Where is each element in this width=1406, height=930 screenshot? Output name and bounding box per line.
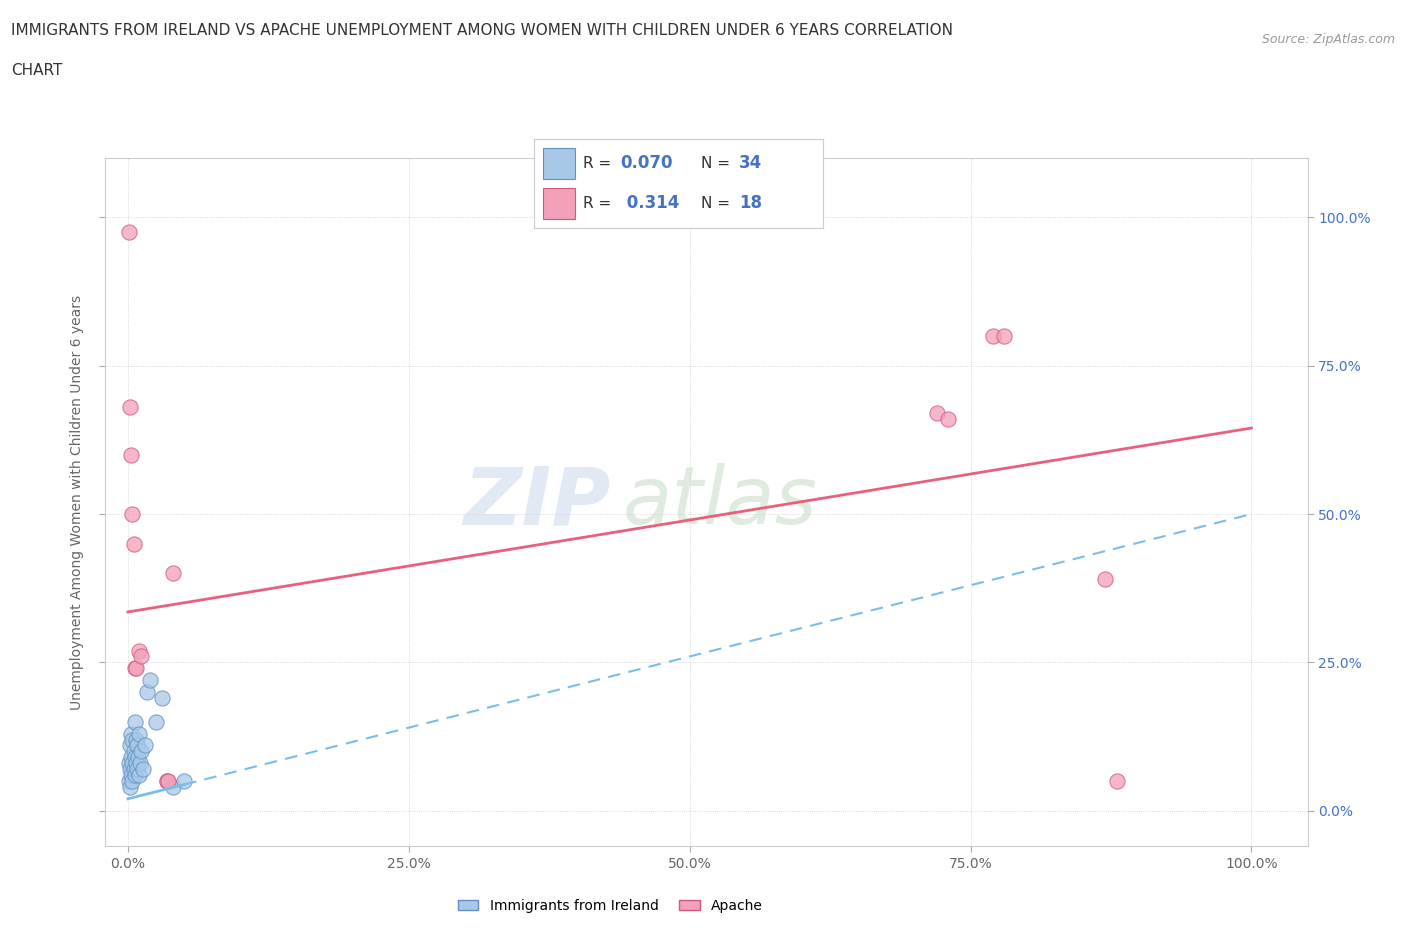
- Text: ZIP: ZIP: [463, 463, 610, 541]
- Point: [120, 738, 142, 753]
- Point: [124, 750, 146, 764]
- Text: CHART: CHART: [11, 63, 63, 78]
- Point: [120, 762, 142, 777]
- Point: [157, 774, 180, 789]
- Point: [120, 447, 142, 462]
- Point: [125, 738, 148, 753]
- Text: 34: 34: [740, 154, 762, 172]
- Point: [121, 774, 143, 789]
- Bar: [543, 188, 575, 219]
- Point: [156, 774, 179, 789]
- Point: [131, 762, 153, 777]
- Point: [122, 744, 145, 759]
- Text: atlas: atlas: [623, 463, 817, 541]
- Point: [127, 750, 149, 764]
- Point: [128, 767, 150, 782]
- Point: [120, 767, 142, 782]
- Text: 0.314: 0.314: [621, 194, 679, 212]
- Point: [121, 507, 143, 522]
- Point: [136, 684, 159, 699]
- Point: [156, 774, 179, 789]
- Point: [1105, 774, 1128, 789]
- Point: [118, 756, 141, 771]
- Text: R =: R =: [583, 195, 616, 210]
- Point: [124, 714, 146, 729]
- Point: [162, 566, 184, 581]
- Y-axis label: Unemployment Among Women with Children Under 6 years: Unemployment Among Women with Children U…: [70, 295, 84, 710]
- Point: [118, 225, 141, 240]
- Point: [162, 779, 184, 794]
- Text: N =: N =: [702, 195, 735, 210]
- Point: [131, 744, 153, 759]
- Point: [120, 400, 142, 415]
- Point: [145, 714, 167, 729]
- Point: [173, 774, 195, 789]
- Point: [121, 756, 143, 771]
- Point: [125, 756, 148, 771]
- Text: 18: 18: [740, 194, 762, 212]
- Point: [120, 750, 142, 764]
- Point: [139, 672, 162, 687]
- Text: IMMIGRANTS FROM IRELAND VS APACHE UNEMPLOYMENT AMONG WOMEN WITH CHILDREN UNDER 6: IMMIGRANTS FROM IRELAND VS APACHE UNEMPL…: [11, 23, 953, 38]
- Text: 0.070: 0.070: [621, 154, 673, 172]
- Point: [120, 779, 142, 794]
- Point: [125, 661, 148, 676]
- Text: Source: ZipAtlas.com: Source: ZipAtlas.com: [1261, 33, 1395, 46]
- Text: R =: R =: [583, 156, 616, 171]
- Point: [125, 762, 148, 777]
- Point: [128, 726, 150, 741]
- Legend: Immigrants from Ireland, Apache: Immigrants from Ireland, Apache: [453, 894, 769, 919]
- Point: [1094, 572, 1116, 587]
- Point: [122, 762, 145, 777]
- Point: [134, 738, 156, 753]
- Bar: [543, 149, 575, 179]
- Point: [125, 732, 148, 747]
- Point: [936, 412, 959, 427]
- Point: [118, 774, 141, 789]
- Point: [121, 732, 143, 747]
- Point: [128, 643, 150, 658]
- Point: [129, 756, 152, 771]
- Point: [120, 726, 142, 741]
- Point: [925, 405, 948, 420]
- Point: [124, 661, 146, 676]
- Point: [993, 328, 1015, 343]
- Text: N =: N =: [702, 156, 735, 171]
- Point: [150, 691, 173, 706]
- Point: [131, 649, 153, 664]
- Point: [122, 537, 145, 551]
- Point: [981, 328, 1004, 343]
- Point: [124, 767, 146, 782]
